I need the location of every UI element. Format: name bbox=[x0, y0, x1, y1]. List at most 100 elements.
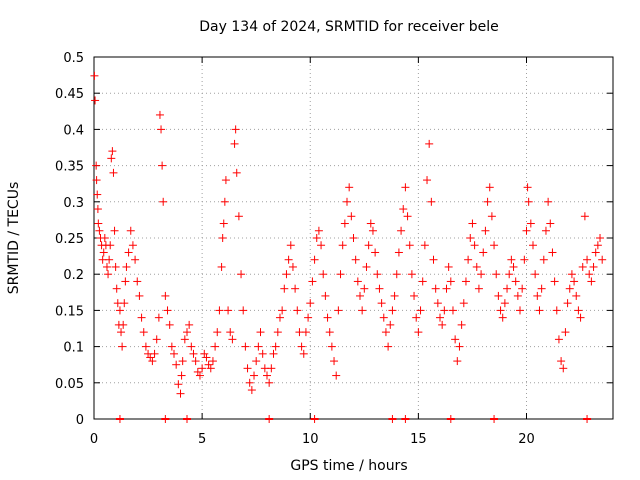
data-point bbox=[254, 342, 263, 351]
y-tick-label: 0.05 bbox=[55, 377, 84, 392]
data-point bbox=[291, 284, 300, 293]
data-point bbox=[99, 248, 108, 257]
data-point bbox=[267, 364, 276, 373]
data-point bbox=[115, 306, 124, 315]
y-axis-label: SRMTID / TECUs bbox=[6, 182, 22, 295]
data-point bbox=[351, 255, 360, 264]
data-point bbox=[118, 342, 127, 351]
data-point bbox=[557, 357, 566, 366]
data-point bbox=[202, 353, 211, 362]
data-point bbox=[565, 284, 574, 293]
data-point bbox=[121, 277, 130, 286]
data-point bbox=[507, 255, 516, 264]
data-point bbox=[232, 168, 241, 177]
data-point bbox=[368, 226, 377, 235]
data-point bbox=[139, 328, 148, 337]
data-point bbox=[459, 299, 468, 308]
data-point bbox=[178, 357, 187, 366]
data-point bbox=[381, 328, 390, 337]
data-point bbox=[429, 255, 438, 264]
data-point bbox=[523, 183, 532, 192]
data-point bbox=[228, 335, 237, 344]
data-point bbox=[591, 248, 600, 257]
data-point bbox=[137, 313, 146, 322]
data-point bbox=[107, 154, 116, 163]
data-point bbox=[282, 270, 291, 279]
data-point bbox=[580, 212, 589, 221]
zero-point bbox=[161, 415, 170, 423]
y-tick-label: 0.25 bbox=[55, 232, 84, 247]
data-point bbox=[388, 306, 397, 315]
data-point bbox=[211, 342, 220, 351]
data-point bbox=[141, 342, 150, 351]
data-point bbox=[377, 299, 386, 308]
data-point bbox=[453, 357, 462, 366]
y-tick-label: 0.4 bbox=[63, 123, 84, 138]
data-point bbox=[155, 110, 164, 119]
data-point bbox=[119, 320, 128, 329]
data-point bbox=[237, 270, 246, 279]
data-point bbox=[526, 219, 535, 228]
data-point bbox=[90, 71, 99, 80]
data-point bbox=[94, 219, 103, 228]
data-point bbox=[470, 241, 479, 250]
data-point bbox=[362, 262, 371, 271]
data-point bbox=[325, 328, 334, 337]
data-point bbox=[399, 205, 408, 214]
data-point bbox=[247, 386, 256, 395]
data-point bbox=[321, 291, 330, 300]
data-point bbox=[524, 197, 533, 206]
axis-ticks: 0 0.05 0.1 0.15 0.2 0.25 0.3 0.35 0.4 0.45 0.5 0 5 10… bbox=[55, 51, 613, 447]
data-point bbox=[133, 277, 142, 286]
data-point bbox=[384, 342, 393, 351]
data-point bbox=[412, 313, 421, 322]
data-point bbox=[366, 219, 375, 228]
data-point bbox=[516, 306, 525, 315]
data-point bbox=[308, 277, 317, 286]
data-point bbox=[349, 234, 358, 242]
data-point bbox=[505, 270, 514, 279]
x-tick-label: 10 bbox=[302, 432, 319, 447]
x-tick-label: 5 bbox=[198, 432, 206, 447]
data-point bbox=[288, 262, 297, 271]
data-point bbox=[198, 364, 207, 373]
data-point bbox=[464, 255, 473, 264]
y-tick-label: 0.45 bbox=[55, 87, 84, 102]
data-point bbox=[314, 226, 323, 235]
chart-title: Day 134 of 2024, SRMTID for receiver bel… bbox=[199, 19, 498, 35]
data-point bbox=[185, 320, 194, 329]
data-point bbox=[500, 299, 509, 308]
data-point bbox=[297, 342, 306, 351]
data-point bbox=[425, 139, 434, 148]
data-point bbox=[487, 212, 496, 221]
zero-point bbox=[401, 415, 410, 423]
data-point bbox=[528, 241, 537, 250]
data-point bbox=[187, 342, 196, 351]
data-point bbox=[340, 219, 349, 228]
data-point bbox=[345, 183, 354, 192]
data-point bbox=[358, 306, 367, 315]
zero-point bbox=[310, 415, 319, 423]
data-point bbox=[273, 328, 282, 337]
data-point bbox=[483, 197, 492, 206]
data-point bbox=[567, 270, 576, 279]
data-point bbox=[423, 176, 432, 185]
data-point bbox=[217, 262, 226, 271]
data-point bbox=[397, 226, 406, 235]
data-point bbox=[100, 234, 109, 242]
data-point bbox=[431, 284, 440, 293]
data-point bbox=[174, 380, 183, 389]
data-point bbox=[92, 176, 101, 185]
data-point bbox=[492, 270, 501, 279]
data-point bbox=[263, 371, 271, 380]
data-point bbox=[310, 255, 319, 264]
data-point bbox=[177, 371, 186, 380]
data-point bbox=[195, 371, 204, 380]
data-point bbox=[444, 262, 453, 271]
data-point bbox=[170, 349, 179, 358]
data-point bbox=[561, 328, 570, 337]
data-point bbox=[172, 360, 181, 369]
data-point bbox=[95, 226, 104, 235]
data-point bbox=[457, 320, 466, 329]
